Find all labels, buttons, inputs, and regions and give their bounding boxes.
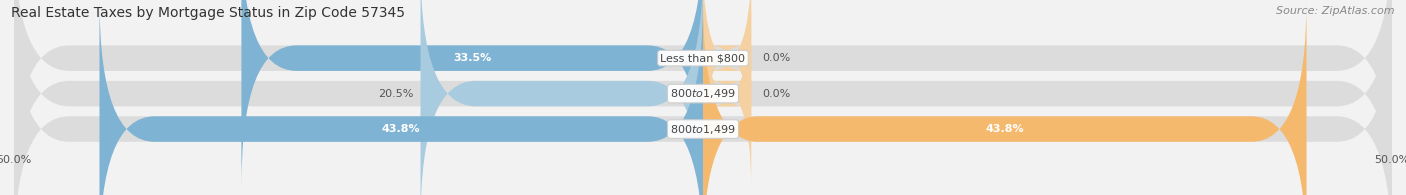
FancyBboxPatch shape [14, 0, 1392, 195]
Text: 43.8%: 43.8% [382, 124, 420, 134]
Text: 0.0%: 0.0% [762, 53, 790, 63]
Text: 33.5%: 33.5% [453, 53, 491, 63]
FancyBboxPatch shape [100, 0, 703, 195]
FancyBboxPatch shape [703, 0, 751, 152]
FancyBboxPatch shape [14, 0, 1392, 195]
Text: $800 to $1,499: $800 to $1,499 [671, 122, 735, 136]
Text: 43.8%: 43.8% [986, 124, 1024, 134]
FancyBboxPatch shape [14, 0, 1392, 187]
FancyBboxPatch shape [420, 0, 703, 195]
FancyBboxPatch shape [242, 0, 703, 187]
Text: 20.5%: 20.5% [378, 89, 413, 99]
Text: Source: ZipAtlas.com: Source: ZipAtlas.com [1277, 6, 1395, 16]
FancyBboxPatch shape [703, 0, 1306, 195]
Text: 0.0%: 0.0% [762, 89, 790, 99]
Text: Less than $800: Less than $800 [661, 53, 745, 63]
FancyBboxPatch shape [703, 0, 751, 187]
Text: $800 to $1,499: $800 to $1,499 [671, 87, 735, 100]
Text: Real Estate Taxes by Mortgage Status in Zip Code 57345: Real Estate Taxes by Mortgage Status in … [11, 6, 405, 20]
